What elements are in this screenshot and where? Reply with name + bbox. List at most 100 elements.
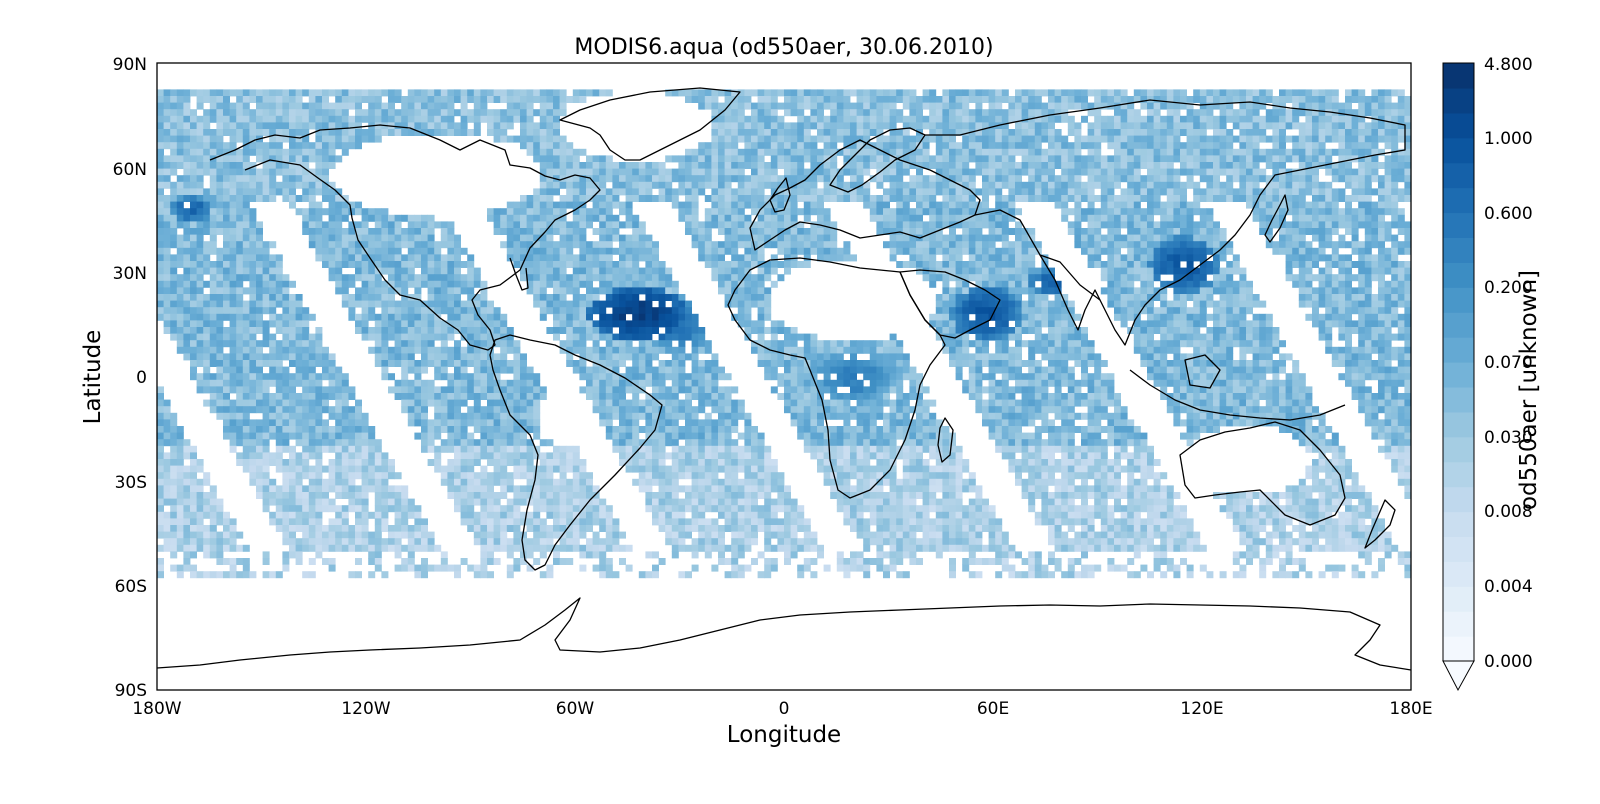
aod-pixel bbox=[1371, 214, 1379, 222]
aod-pixel bbox=[1384, 195, 1392, 202]
aod-pixel bbox=[1114, 195, 1121, 202]
aod-pixel bbox=[1199, 313, 1207, 321]
aod-pixel bbox=[315, 115, 323, 123]
aod-pixel bbox=[869, 195, 877, 202]
aod-pixel bbox=[163, 168, 171, 176]
aod-pixel bbox=[381, 129, 389, 136]
aod-pixel bbox=[698, 162, 706, 169]
aod-pixel bbox=[1180, 234, 1187, 242]
aod-pixel bbox=[731, 267, 739, 275]
aod-pixel bbox=[176, 261, 184, 268]
aod-pixel bbox=[295, 122, 303, 130]
aod-pixel bbox=[777, 122, 785, 130]
aod-pixel bbox=[1087, 129, 1095, 136]
aod-pixel bbox=[922, 188, 930, 196]
aod-pixel bbox=[223, 267, 230, 275]
aod-pixel bbox=[506, 96, 514, 103]
aod-pixel bbox=[843, 195, 851, 202]
aod-pixel bbox=[341, 129, 349, 136]
aod-pixel bbox=[1364, 221, 1372, 229]
aod-pixel bbox=[388, 214, 395, 222]
aod-pixel bbox=[652, 307, 659, 315]
aod-pixel bbox=[546, 294, 554, 301]
aod-pixel bbox=[308, 122, 316, 130]
aod-pixel bbox=[883, 109, 890, 117]
aod-pixel bbox=[1397, 294, 1405, 301]
aod-pixel bbox=[388, 294, 395, 301]
aod-pixel bbox=[757, 247, 765, 255]
aod-pixel bbox=[539, 96, 547, 103]
aod-pixel bbox=[916, 148, 923, 156]
aod-pixel bbox=[242, 148, 250, 156]
aod-pixel bbox=[1120, 221, 1128, 229]
aod-pixel bbox=[922, 155, 930, 163]
aod-pixel bbox=[1246, 148, 1253, 156]
aod-pixel bbox=[962, 102, 970, 110]
aod-pixel bbox=[414, 300, 422, 308]
aod-pixel bbox=[256, 280, 263, 288]
aod-pixel bbox=[1391, 102, 1399, 110]
aod-pixel bbox=[1312, 89, 1319, 97]
aod-pixel bbox=[157, 168, 164, 176]
aod-pixel bbox=[434, 129, 442, 136]
aod-pixel bbox=[1199, 89, 1207, 97]
aod-pixel bbox=[368, 241, 376, 249]
aod-pixel bbox=[1127, 294, 1135, 301]
aod-pixel bbox=[500, 122, 508, 130]
aod-pixel bbox=[183, 122, 191, 130]
aod-pixel bbox=[803, 148, 811, 156]
aod-pixel bbox=[1153, 254, 1161, 262]
aod-pixel bbox=[209, 148, 217, 156]
aod-pixel bbox=[599, 175, 607, 183]
aod-pixel bbox=[955, 221, 963, 229]
aod-pixel bbox=[480, 96, 488, 103]
aod-pixel bbox=[209, 280, 217, 288]
aod-pixel bbox=[1384, 142, 1392, 150]
aod-pixel bbox=[586, 241, 593, 249]
aod-pixel bbox=[1054, 129, 1062, 136]
aod-pixel bbox=[1114, 234, 1121, 242]
aod-pixel bbox=[632, 274, 640, 282]
aod-pixel bbox=[1061, 135, 1069, 143]
aod-pixel bbox=[229, 102, 237, 110]
aod-pixel bbox=[1114, 267, 1121, 275]
aod-pixel bbox=[1127, 307, 1135, 315]
aod-pixel bbox=[685, 188, 692, 196]
aod-pixel bbox=[421, 129, 428, 136]
aod-pixel bbox=[1305, 228, 1313, 235]
aod-pixel bbox=[170, 89, 178, 97]
aod-pixel bbox=[902, 162, 910, 169]
aod-pixel bbox=[955, 261, 963, 268]
aod-pixel bbox=[1107, 267, 1115, 275]
aod-pixel bbox=[546, 175, 554, 183]
aod-pixel bbox=[328, 274, 336, 282]
aod-pixel bbox=[1193, 181, 1201, 189]
aod-pixel bbox=[1067, 300, 1075, 308]
aod-pixel bbox=[1378, 228, 1385, 235]
aod-pixel bbox=[685, 175, 692, 183]
aod-pixel bbox=[619, 168, 626, 176]
aod-pixel bbox=[1054, 142, 1062, 150]
aod-pixel bbox=[830, 247, 838, 255]
aod-pixel bbox=[638, 300, 646, 308]
aod-pixel bbox=[896, 221, 904, 229]
aod-pixel bbox=[1140, 241, 1148, 249]
aod-pixel bbox=[348, 221, 356, 229]
aod-pixel bbox=[526, 241, 534, 249]
aod-pixel bbox=[737, 300, 745, 308]
aod-pixel bbox=[229, 142, 237, 150]
aod-pixel bbox=[1391, 254, 1399, 262]
aod-pixel bbox=[1107, 287, 1115, 295]
aod-pixel bbox=[256, 307, 263, 315]
aod-pixel bbox=[658, 280, 666, 288]
aod-pixel bbox=[176, 254, 184, 262]
aod-pixel bbox=[566, 280, 574, 288]
aod-pixel bbox=[361, 274, 369, 282]
aod-pixel bbox=[1166, 115, 1174, 123]
aod-pixel bbox=[440, 294, 448, 301]
aod-pixel bbox=[236, 115, 244, 123]
aod-pixel bbox=[414, 234, 422, 242]
aod-pixel bbox=[599, 221, 607, 229]
aod-pixel bbox=[256, 313, 263, 321]
aod-pixel bbox=[988, 115, 996, 123]
